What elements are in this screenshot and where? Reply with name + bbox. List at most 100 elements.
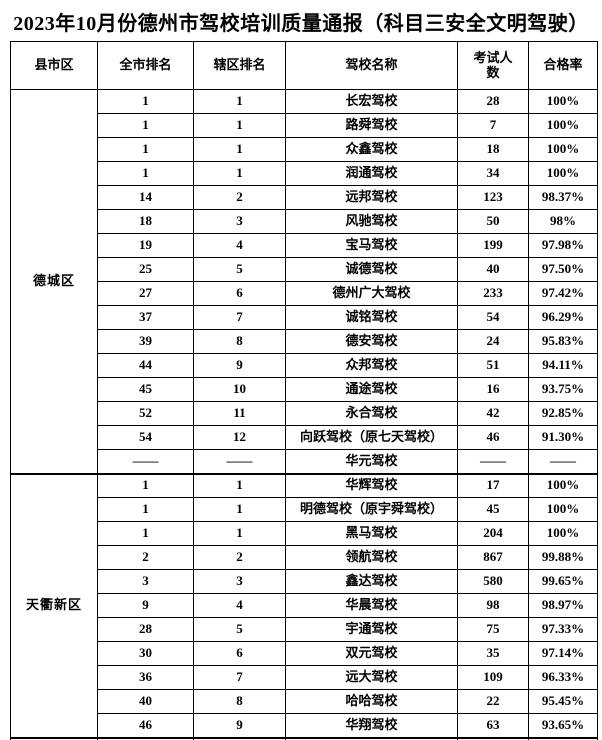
table-row: 46 9 华翔驾校 63 93.65%	[11, 713, 598, 738]
district-rank-cell: 1	[193, 113, 286, 138]
pass-rate-cell: 100%	[528, 472, 598, 498]
examinee-count-cell: 50	[457, 209, 529, 234]
district-rank-cell: 9	[193, 353, 286, 378]
table-row: 44 9 众邦驾校 51 94.11%	[11, 353, 598, 378]
table-row: 27 6 德州广大驾校 233 97.42%	[11, 281, 598, 306]
header-pass-rate: 合格率	[528, 41, 598, 90]
school-name-cell: 华翔驾校	[285, 713, 458, 738]
pass-rate-cell: 97.50%	[528, 257, 598, 282]
pass-rate-cell: 100%	[528, 89, 598, 114]
pass-rate-cell: 92.85%	[528, 401, 598, 426]
school-name-cell: 众鑫驾校	[285, 137, 458, 162]
pass-rate-cell: 100%	[528, 161, 598, 186]
pass-rate-cell: 100%	[528, 113, 598, 138]
district-rank-cell: 1	[193, 161, 286, 186]
examinee-count-cell: 34	[457, 161, 529, 186]
examinee-count-cell: 204	[457, 521, 529, 546]
district-rank-cell: 3	[193, 569, 286, 594]
pass-rate-cell: 95.45%	[528, 689, 598, 714]
citywide-rank-cell: 45	[97, 377, 194, 402]
table-row: 14 2 远邦驾校 123 98.37%	[11, 185, 598, 210]
examinee-count-cell: 98	[457, 593, 529, 618]
table-row: 40 8 哈哈驾校 22 95.45%	[11, 689, 598, 714]
table-row: 19 4 宝马驾校 199 97.98%	[11, 233, 598, 258]
district-rank-cell: 7	[193, 665, 286, 690]
citywide-rank-cell: 1	[97, 89, 194, 114]
header-examinee-count: 考试人数	[457, 41, 529, 90]
district-rank-cell: 12	[193, 425, 286, 450]
examinee-count-cell: 7	[457, 113, 529, 138]
school-name-cell: 德安驾校	[285, 329, 458, 354]
school-name-cell: 远邦驾校	[285, 185, 458, 210]
school-name-cell: 路舜驾校	[285, 113, 458, 138]
district-rank-cell: 5	[193, 257, 286, 282]
citywide-rank-cell: 1	[97, 161, 194, 186]
pass-rate-cell: 93.75%	[528, 377, 598, 402]
examinee-count-cell: 199	[457, 233, 529, 258]
header-row: 县市区 全市排名 辖区排名 驾校名称 考试人数 合格率	[10, 41, 598, 90]
examinee-count-cell: 63	[457, 713, 529, 738]
district-cell: 德城区	[10, 89, 98, 474]
table-row: 52 11 永合驾校 42 92.85%	[11, 401, 598, 426]
school-name-cell: 华辉驾校	[285, 472, 458, 498]
school-name-cell: 哈哈驾校	[285, 689, 458, 714]
citywide-rank-cell: 1	[97, 137, 194, 162]
school-name-cell: 诚德驾校	[285, 257, 458, 282]
citywide-rank-cell: 27	[97, 281, 194, 306]
examinee-count-cell: 24	[457, 329, 529, 354]
district-rank-cell: 9	[193, 713, 286, 738]
district-rank-cell: 1	[193, 472, 286, 498]
table-row: 1 1 路舜驾校 7 100%	[11, 113, 598, 138]
district-rank-cell: 6	[193, 281, 286, 306]
school-name-cell: 宝马驾校	[285, 233, 458, 258]
table-row: 54 12 向跃驾校（原七天驾校） 46 91.30%	[11, 425, 598, 450]
table-row: 天衢新区 1 1 华辉驾校 17 100%	[10, 472, 598, 738]
district-rank-cell: 3	[193, 209, 286, 234]
table-row: 18 3 风驰驾校 50 98%	[11, 209, 598, 234]
table-row: 德城区 1 1 长宏驾校 28 100%	[10, 89, 598, 474]
examinee-count-cell: 233	[457, 281, 529, 306]
school-name-cell: 鑫达驾校	[285, 569, 458, 594]
citywide-rank-cell: 52	[97, 401, 194, 426]
citywide-rank-cell: 1	[97, 521, 194, 546]
table-row: —— —— 华元驾校 —— ——	[11, 449, 598, 474]
pass-rate-cell: 97.42%	[528, 281, 598, 306]
table-row: 30 6 双元驾校 35 97.14%	[11, 641, 598, 666]
examinee-count-cell: 42	[457, 401, 529, 426]
school-name-cell: 华元驾校	[285, 449, 458, 474]
table-row: 37 7 诚铭驾校 54 96.29%	[11, 305, 598, 330]
citywide-rank-cell: 1	[97, 472, 194, 498]
examinee-count-cell: 22	[457, 689, 529, 714]
header-citywide-rank: 全市排名	[97, 41, 194, 90]
header-district-rank: 辖区排名	[193, 41, 286, 90]
table-row: 25 5 诚德驾校 40 97.50%	[11, 257, 598, 282]
district-rank-cell: 1	[193, 521, 286, 546]
district-rank-cell: 4	[193, 593, 286, 618]
examinee-count-cell: 75	[457, 617, 529, 642]
citywide-rank-cell: ——	[97, 449, 194, 474]
page-title: 2023年10月份德州市驾校培训质量通报（科目三安全文明驾驶）	[13, 13, 589, 35]
citywide-rank-cell: 25	[97, 257, 194, 282]
school-name-cell: 永合驾校	[285, 401, 458, 426]
pass-rate-cell: 96.29%	[528, 305, 598, 330]
district-rank-cell: 8	[193, 329, 286, 354]
pass-rate-cell: 98.37%	[528, 185, 598, 210]
pass-rate-cell: 99.88%	[528, 545, 598, 570]
citywide-rank-cell: 54	[97, 425, 194, 450]
pass-rate-cell: 100%	[528, 137, 598, 162]
district-rank-cell: 2	[193, 185, 286, 210]
pass-rate-cell: 95.83%	[528, 329, 598, 354]
district-rank-cell: 4	[193, 233, 286, 258]
district-rank-cell: 1	[193, 137, 286, 162]
school-name-cell: 向跃驾校（原七天驾校）	[285, 425, 458, 450]
table-row: 1 1 黑马驾校 204 100%	[11, 521, 598, 546]
examinee-count-cell: 40	[457, 257, 529, 282]
quality-report-table: 县市区 全市排名 辖区排名 驾校名称 考试人数 合格率 德城区 1 1 长宏驾校 28 1…	[10, 41, 598, 740]
school-name-cell: 德州广大驾校	[285, 281, 458, 306]
district-rank-cell: 11	[193, 401, 286, 426]
examinee-count-cell: 54	[457, 305, 529, 330]
examinee-count-cell: 18	[457, 137, 529, 162]
table-body: 德城区 1 1 长宏驾校 28 100% 1 1 路舜驾校 7 100% 1 1 众鑫驾校 18 100% 1 1…	[10, 89, 598, 740]
school-name-cell: 通途驾校	[285, 377, 458, 402]
header-district: 县市区	[10, 41, 98, 90]
